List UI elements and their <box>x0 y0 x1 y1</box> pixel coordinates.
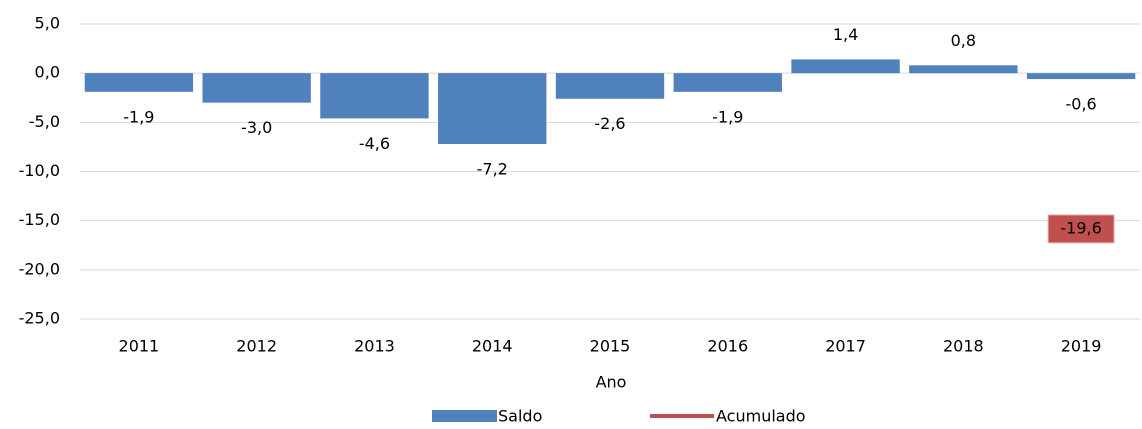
legend-swatch <box>432 410 497 422</box>
data-label: -2,6 <box>594 114 625 133</box>
y-tick-label: -15,0 <box>19 210 60 229</box>
data-label: -0,6 <box>1066 95 1097 114</box>
x-tick-label: 2011 <box>119 337 160 356</box>
bar <box>320 73 429 119</box>
data-label: -3,0 <box>241 118 272 137</box>
x-axis-title: Ano <box>596 373 627 392</box>
data-label-box <box>1047 214 1115 244</box>
x-tick-label: 2017 <box>825 337 866 356</box>
y-tick-label: -20,0 <box>19 259 60 278</box>
bar <box>791 59 900 74</box>
y-tick-label: 0,0 <box>35 63 60 82</box>
x-tick-label: 2013 <box>354 337 395 356</box>
data-label: -1,9 <box>712 107 743 126</box>
x-tick-label: 2016 <box>707 337 748 356</box>
bar <box>438 73 547 144</box>
bar <box>673 73 782 92</box>
data-label: -1,9 <box>123 107 154 126</box>
x-tick-label: 2012 <box>236 337 277 356</box>
bar <box>1026 73 1136 80</box>
y-tick-label: -25,0 <box>19 309 60 328</box>
bar <box>202 73 311 103</box>
x-tick-label: 2015 <box>590 337 631 356</box>
data-label: 0,8 <box>951 31 976 50</box>
data-label: -7,2 <box>477 159 508 178</box>
legend-label: Acumulado <box>716 407 806 426</box>
data-label: 1,4 <box>833 25 858 44</box>
x-tick-label: 2014 <box>472 337 513 356</box>
data-label: -19,6 <box>1060 218 1101 237</box>
y-tick-label: -5,0 <box>29 112 60 131</box>
bar <box>909 65 1018 74</box>
x-tick-label: 2018 <box>943 337 984 356</box>
y-tick-label: 5,0 <box>35 14 60 33</box>
bar <box>555 73 665 99</box>
legend-label: Saldo <box>498 407 542 426</box>
data-label: -4,6 <box>359 134 390 153</box>
bar <box>84 73 194 92</box>
y-tick-label: -10,0 <box>19 161 60 180</box>
x-tick-label: 2019 <box>1061 337 1102 356</box>
